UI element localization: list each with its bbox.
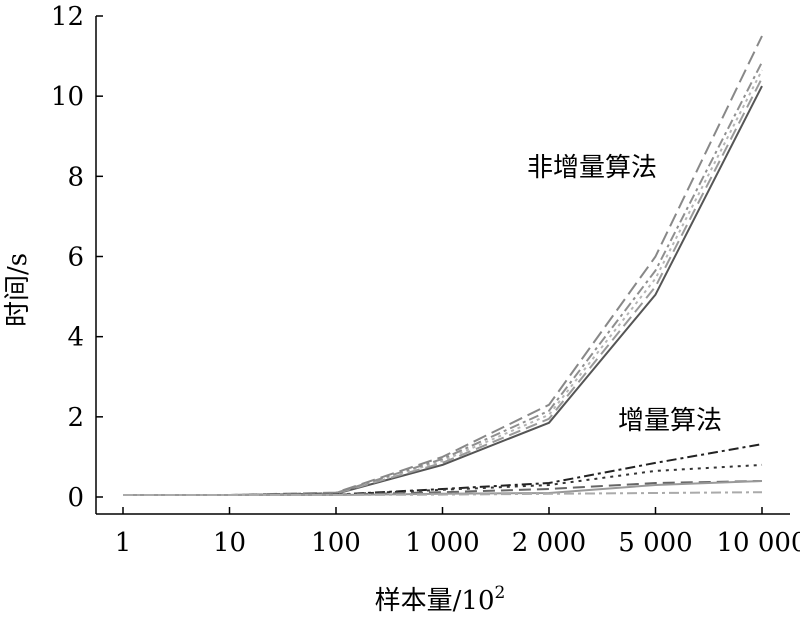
x-tick-label: 2 000 (512, 528, 586, 558)
x-tick-label: 5 000 (618, 528, 692, 558)
x-tick-label: 100 (311, 528, 361, 558)
y-tick-label: 4 (67, 323, 84, 353)
series-line-incremental-7 (123, 463, 763, 496)
x-tick-label: 10 (213, 528, 246, 558)
y-axis-label: 时间/s (3, 253, 33, 327)
axes (95, 16, 790, 515)
y-tick-label: 8 (67, 162, 84, 192)
x-ticks: 1 10 100 1 000 2 000 5 000 10 000 (115, 507, 800, 558)
y-tick-label: 12 (51, 2, 84, 32)
x-axis-label-superscript: 2 (495, 583, 506, 603)
y-tick-label: 2 (67, 403, 84, 433)
y-tick-label: 0 (67, 483, 84, 513)
x-axis-label-main: 样本量/10 (375, 586, 495, 616)
series-line-incremental-10 (123, 491, 763, 496)
y-tick-label: 10 (51, 82, 84, 112)
x-axis-label: 样本量/102 (375, 583, 506, 616)
series-group (123, 35, 763, 496)
y-tick-label: 6 (67, 243, 84, 273)
annotation-non-incremental: 非增量算法 (527, 153, 657, 183)
annotation-incremental: 增量算法 (618, 406, 722, 436)
x-tick-label: 1 (115, 528, 132, 558)
series-line-incremental-8 (123, 480, 763, 496)
x-tick-label: 10 000 (717, 528, 800, 558)
y-ticks: 0 2 4 6 8 10 12 (51, 2, 103, 513)
x-tick-label: 1 000 (405, 528, 479, 558)
